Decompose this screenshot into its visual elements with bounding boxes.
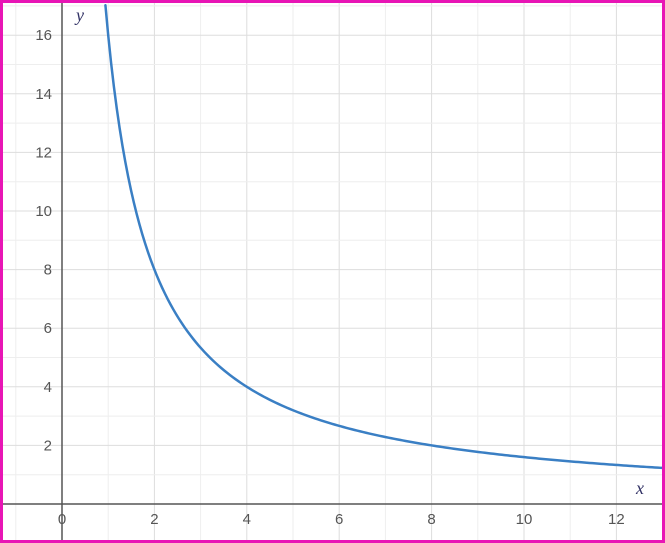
y-tick-label: 8: [44, 262, 52, 279]
x-tick-label: 4: [243, 511, 251, 528]
curve-chart: 0 2 4 6 8 10 12 2 4 6 8 10 12 14 16 y x: [0, 0, 665, 543]
y-axis-label: y: [74, 5, 84, 25]
x-tick-label: 6: [335, 511, 343, 528]
y-tick-label: 12: [35, 144, 52, 161]
chart-container: 0 2 4 6 8 10 12 2 4 6 8 10 12 14 16 y x: [0, 0, 665, 543]
y-tick-label: 10: [35, 203, 52, 220]
x-tick-label: 2: [150, 511, 158, 528]
y-tick-label: 14: [35, 86, 52, 103]
x-tick-label: 8: [427, 511, 435, 528]
x-tick-label: 12: [608, 511, 625, 528]
x-tick-label: 10: [516, 511, 533, 528]
y-tick-label: 6: [44, 320, 52, 337]
y-tick-label: 16: [35, 27, 52, 44]
x-tick-label: 0: [58, 511, 66, 528]
y-tick-label: 2: [44, 437, 52, 454]
x-axis-label: x: [635, 478, 644, 498]
y-tick-label: 4: [44, 379, 52, 396]
